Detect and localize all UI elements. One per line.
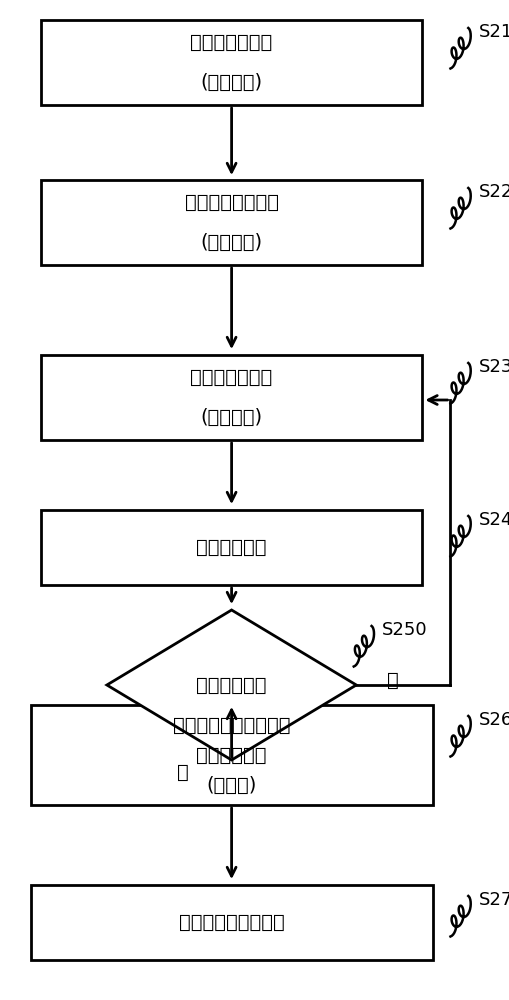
Text: S220: S220 xyxy=(478,183,509,201)
Text: 否: 否 xyxy=(387,670,399,690)
Text: 是: 是 xyxy=(177,762,189,782)
Text: S210: S210 xyxy=(478,23,509,41)
Text: 适合该目的？: 适合该目的？ xyxy=(196,676,267,694)
FancyBboxPatch shape xyxy=(41,20,422,105)
Text: S260: S260 xyxy=(478,711,509,729)
Text: S270: S270 xyxy=(478,891,509,909)
Text: (改进设计): (改进设计) xyxy=(201,408,263,427)
Text: 流体流的特征: 流体流的特征 xyxy=(196,746,267,764)
Text: 预备船尾附接件: 预备船尾附接件 xyxy=(190,33,273,52)
Text: S230: S230 xyxy=(478,358,509,376)
Text: 改进船尾附接件: 改进船尾附接件 xyxy=(190,368,273,387)
Text: 预测能量的需要量: 预测能量的需要量 xyxy=(185,193,278,212)
Text: S240: S240 xyxy=(478,511,509,529)
Text: (初始设计): (初始设计) xyxy=(201,73,263,92)
Text: 预测并分析船尾周围的: 预测并分析船尾周围的 xyxy=(173,716,290,734)
Text: 形成全尺寸船尾结构: 形成全尺寸船尾结构 xyxy=(179,913,285,932)
Polygon shape xyxy=(107,610,356,760)
Text: (全尺寸): (全尺寸) xyxy=(207,776,257,794)
FancyBboxPatch shape xyxy=(41,355,422,440)
FancyBboxPatch shape xyxy=(41,510,422,585)
FancyBboxPatch shape xyxy=(31,705,433,805)
FancyBboxPatch shape xyxy=(41,180,422,265)
Text: S250: S250 xyxy=(382,621,428,639)
Text: 分析节能效果: 分析节能效果 xyxy=(196,538,267,557)
Text: (初始设计): (初始设计) xyxy=(201,233,263,252)
FancyBboxPatch shape xyxy=(31,885,433,960)
